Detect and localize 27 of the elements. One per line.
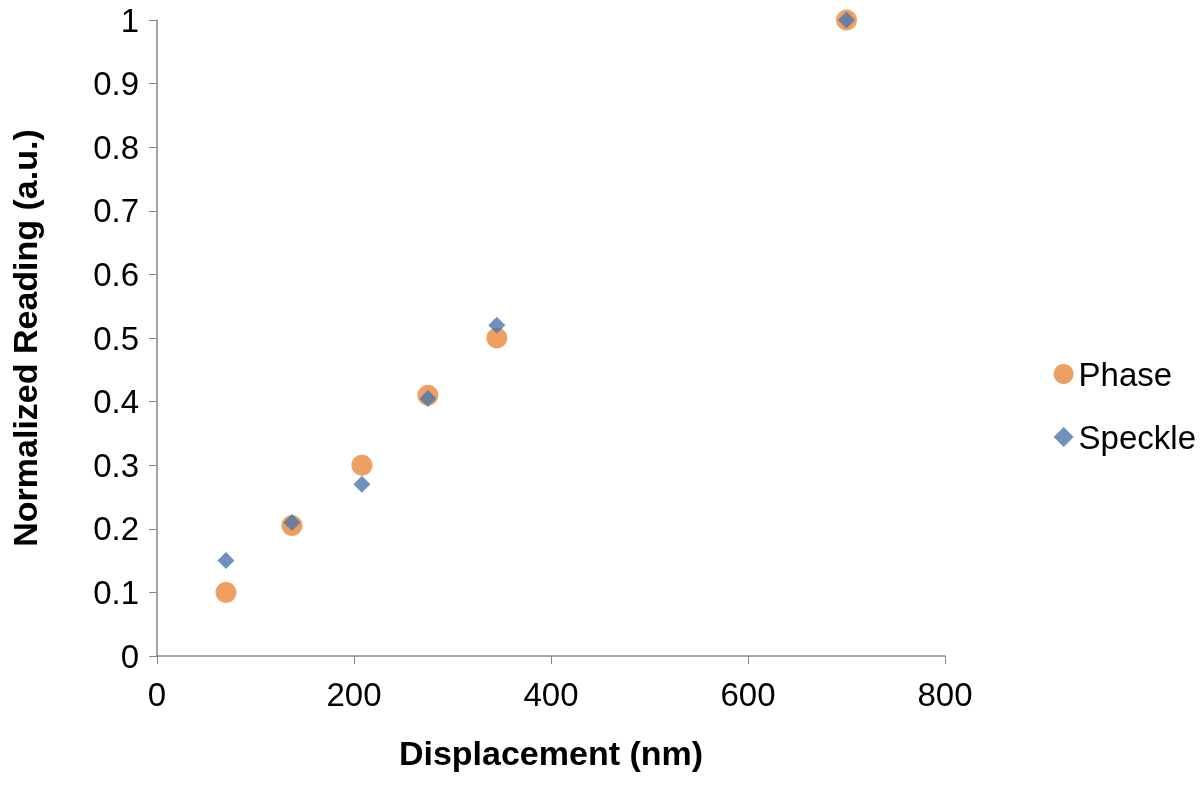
- y-tick-label: 0: [120, 637, 139, 675]
- point: [353, 475, 371, 493]
- point: [488, 316, 506, 334]
- point: [215, 581, 237, 603]
- y-tick-label: 0.1: [93, 573, 139, 611]
- x-tick-label: 200: [326, 676, 382, 713]
- point: [351, 454, 373, 476]
- y-tick-label: 1: [120, 1, 139, 39]
- y-tick-label: 0.5: [93, 319, 139, 357]
- y-tick-label: 0.9: [93, 65, 139, 103]
- x-tick-label: 800: [917, 676, 973, 713]
- x-tick-label: 0: [147, 676, 167, 713]
- point: [283, 513, 301, 531]
- y-tick-label: 0.4: [93, 383, 139, 421]
- x-tick-label: 600: [720, 676, 776, 713]
- x-tick-label: 400: [523, 676, 579, 713]
- legend-label: Phase: [1078, 355, 1173, 393]
- y-tick-label: 0.3: [93, 446, 139, 484]
- x-axis-title: Displacement (nm): [398, 734, 704, 772]
- point: [419, 389, 437, 407]
- y-tick-label: 0.7: [93, 192, 139, 230]
- y-tick-label: 0.2: [93, 510, 139, 548]
- legend-label: Speckle: [1078, 418, 1196, 456]
- y-tick-label: 0.6: [93, 255, 139, 293]
- y-tick-label: 0.8: [93, 128, 139, 166]
- point: [217, 552, 235, 570]
- y-axis-title: Normalized Reading (a.u.): [6, 129, 44, 547]
